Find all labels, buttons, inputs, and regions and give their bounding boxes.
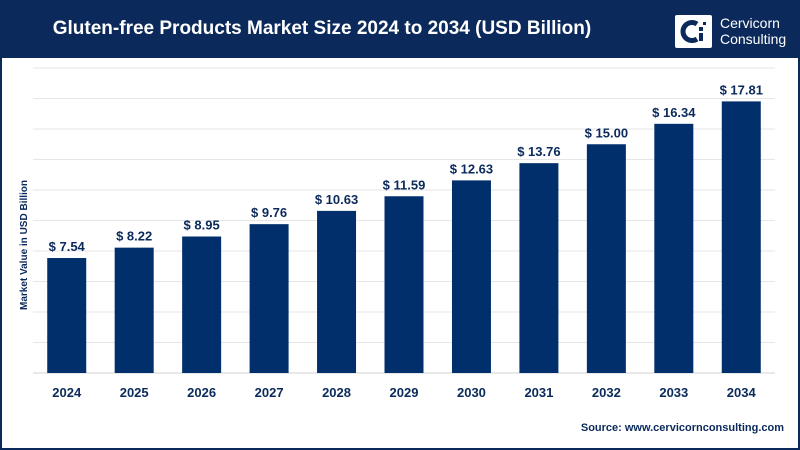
cervicorn-logo-icon (675, 15, 712, 48)
data-label-2032: $ 15.00 (585, 125, 628, 140)
data-label-2034: $ 17.81 (720, 82, 763, 97)
x-tick-label-2025: 2025 (120, 385, 149, 400)
bar-2025 (114, 247, 154, 373)
bar-2028 (317, 210, 357, 373)
x-tick-label-2029: 2029 (390, 385, 419, 400)
x-tick-label-2027: 2027 (255, 385, 284, 400)
source-note: Source: www.cervicornconsulting.com (580, 422, 784, 434)
data-label-2033: $ 16.34 (652, 105, 696, 120)
data-label-2025: $ 8.22 (116, 229, 152, 244)
x-tick-label-2031: 2031 (524, 385, 553, 400)
x-tick-label-2030: 2030 (457, 385, 486, 400)
data-label-2028: $ 10.63 (315, 192, 358, 207)
data-label-2031: $ 13.76 (517, 144, 560, 159)
x-tick-label-2028: 2028 (322, 385, 351, 400)
data-label-2029: $ 11.59 (383, 177, 426, 192)
data-label-2026: $ 8.95 (184, 218, 220, 233)
chart-title: Gluten-free Products Market Size 2024 to… (52, 18, 592, 39)
bar-2033 (654, 123, 694, 373)
bar-2024 (47, 258, 87, 373)
x-tick-label-2024: 2024 (52, 385, 82, 400)
y-axis-label: Market Value in USD Billion (19, 180, 30, 310)
x-tick-label-2032: 2032 (592, 385, 621, 400)
bar-2029 (384, 196, 424, 373)
data-label-2027: $ 9.76 (251, 205, 287, 220)
bar-2030 (451, 180, 491, 373)
title-bar: Gluten-free Products Market Size 2024 to… (2, 2, 798, 58)
brand-name: Cervicorn Consulting (720, 15, 786, 47)
data-label-2030: $ 12.63 (450, 161, 493, 176)
data-label-2024: $ 7.54 (49, 239, 86, 254)
bar-2026 (182, 236, 222, 373)
x-tick-label-2034: 2034 (727, 385, 757, 400)
bar-2032 (586, 144, 626, 373)
x-tick-label-2033: 2033 (659, 385, 688, 400)
brand-line-2: Consulting (720, 31, 787, 47)
x-tick-label-2026: 2026 (187, 385, 216, 400)
brand-line-1: Cervicorn (720, 15, 780, 31)
bar-2034 (721, 101, 761, 374)
bar-2027 (249, 224, 289, 373)
bar-2031 (519, 163, 559, 373)
